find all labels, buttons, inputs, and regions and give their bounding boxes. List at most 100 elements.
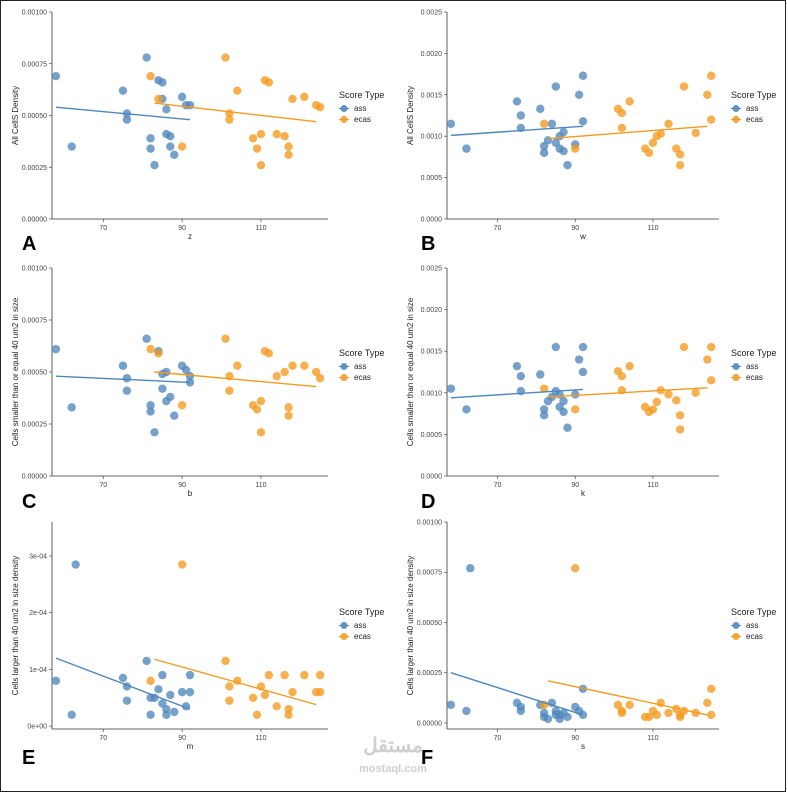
x-tick-label: 90 <box>571 482 579 489</box>
data-point-ass <box>118 361 128 370</box>
data-point-ecas <box>539 119 549 128</box>
legend: Score Type ass ecas <box>731 348 776 382</box>
x-tick-label: 110 <box>647 225 658 232</box>
legend: Score Type ass ecas <box>731 607 776 641</box>
y-tick-label: 0.0000 <box>421 217 443 224</box>
data-point-ass <box>536 370 545 379</box>
data-point-ecas <box>617 123 627 133</box>
data-point-ecas <box>225 115 234 124</box>
watermark-arabic: مستقل <box>363 735 423 757</box>
legend: Score Type ass ecas <box>731 90 776 124</box>
legend-title: Score Type <box>339 348 384 358</box>
legend: Score Type ass ecas <box>339 607 384 641</box>
data-point-ecas <box>707 71 716 80</box>
data-point-ass <box>539 411 549 420</box>
watermark: مستقل mostaql.com <box>359 735 427 775</box>
y-tick-label: 0.0015 <box>421 92 443 99</box>
data-point-ass <box>578 71 588 80</box>
y-tick-label: 0.00100 <box>417 520 442 527</box>
data-point-ass <box>51 676 61 685</box>
x-axis-label: b <box>188 489 193 498</box>
data-point-ass <box>571 390 580 399</box>
data-point-ecas <box>571 564 580 573</box>
data-point-ass <box>446 700 456 710</box>
x-tick-label: 110 <box>647 482 658 489</box>
y-tick-label: 0.0025 <box>421 266 443 273</box>
data-point-ecas <box>260 690 270 700</box>
data-point-ecas <box>225 386 234 395</box>
y-tick-label: 0.00000 <box>417 720 442 727</box>
legend-label-ass: ass <box>354 621 366 630</box>
data-point-ecas <box>617 108 627 118</box>
data-point-ecas <box>707 710 716 720</box>
legend-label-ecas: ecas <box>746 115 763 124</box>
data-point-ass <box>67 142 76 151</box>
y-axis-label: Cells smaller than or equal 40 um2 in si… <box>11 297 20 446</box>
data-point-ass <box>177 687 187 697</box>
fit-line-ass <box>55 106 191 121</box>
fit-line-ecas <box>547 387 708 398</box>
data-point-ecas <box>315 670 325 680</box>
legend-title: Score Type <box>339 90 384 100</box>
data-point-ecas <box>648 138 658 148</box>
data-point-ass <box>146 401 155 410</box>
legend-label-ecas: ecas <box>354 115 371 124</box>
data-point-ecas <box>252 144 262 153</box>
data-point-ecas <box>648 405 658 414</box>
data-point-ass <box>146 144 155 153</box>
data-point-ecas <box>256 129 266 139</box>
data-point-ecas <box>311 367 321 377</box>
y-tick-label: 0e+00 <box>27 724 47 731</box>
data-point-ecas <box>288 687 297 697</box>
data-point-ass <box>462 706 471 716</box>
data-point-ass <box>536 104 545 114</box>
data-point-ecas <box>221 53 230 62</box>
data-point-ecas <box>703 355 712 364</box>
data-point-ecas <box>625 97 634 106</box>
chart-panel-b: 0.0000 0.0005 0.0010 0.0015 0.0020 0.0025 70 90… <box>406 10 776 256</box>
x-tick-label: 110 <box>255 735 266 742</box>
data-point-ecas <box>617 708 627 718</box>
data-point-ecas <box>652 710 662 720</box>
y-tick-label: 1e-04 <box>29 667 47 674</box>
data-point-ecas <box>252 405 262 414</box>
x-tick-label: 70 <box>494 482 502 489</box>
data-point-ass <box>181 365 191 375</box>
data-point-ecas <box>225 696 234 705</box>
y-tick-label: 0.00025 <box>417 670 442 677</box>
data-point-ecas <box>679 82 689 91</box>
y-tick-label: 0.00075 <box>22 318 47 325</box>
data-point-ecas <box>284 411 293 420</box>
legend-title: Score Type <box>731 607 776 617</box>
y-tick-label: 0.00000 <box>22 474 47 481</box>
data-point-ecas <box>177 142 187 151</box>
legend-label-ecas: ecas <box>746 373 763 382</box>
x-tick-label: 90 <box>571 735 579 742</box>
data-point-ecas <box>652 397 662 407</box>
data-point-ecas <box>664 708 673 718</box>
data-point-ecas <box>672 396 681 405</box>
data-point-ass <box>446 384 456 393</box>
y-tick-label: 0.0025 <box>421 10 443 17</box>
panel-label: C <box>22 491 36 513</box>
data-point-ass <box>142 334 151 343</box>
data-point-ass <box>512 361 522 371</box>
data-point-ecas <box>300 670 309 680</box>
data-point-ecas <box>264 670 274 680</box>
chart-panel-a: 0.00000 0.00025 0.00050 0.00075 0.00100 70 90 1… <box>11 10 384 256</box>
data-point-ass <box>122 696 132 705</box>
data-point-ass <box>516 702 526 712</box>
legend: Score Type ass ecas <box>339 348 384 382</box>
legend-label-ecas: ecas <box>354 632 371 641</box>
data-point-ecas <box>644 712 654 722</box>
data-point-ecas <box>256 160 266 170</box>
fit-line-ecas <box>154 371 317 388</box>
x-tick-label: 110 <box>255 482 266 489</box>
data-point-ecas <box>707 342 716 352</box>
legend-title: Score Type <box>731 90 776 100</box>
data-point-ass <box>71 560 80 569</box>
data-point-ass <box>142 53 151 62</box>
data-point-ass <box>512 97 522 106</box>
legend-label-ass: ass <box>354 362 366 371</box>
